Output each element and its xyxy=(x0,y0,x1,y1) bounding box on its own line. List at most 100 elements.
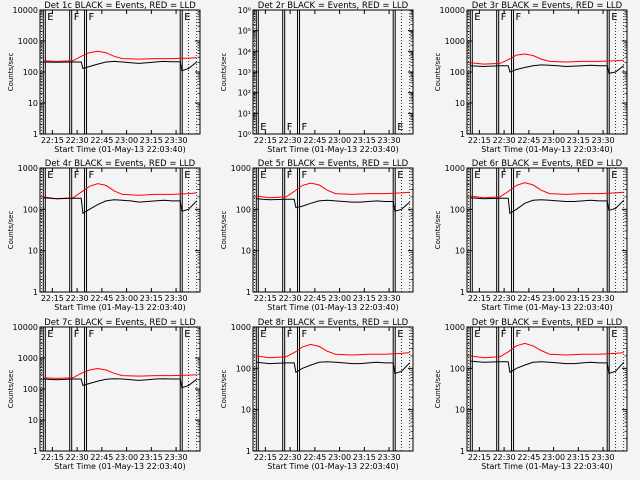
plot-frame xyxy=(252,326,414,452)
y-tick-label: 10⁰ xyxy=(238,130,251,139)
events-series-line xyxy=(256,361,411,375)
lld-series-line xyxy=(470,342,624,359)
x-axis-label: Start Time (01-May-13 22:03:40) xyxy=(481,145,612,154)
plot-frame xyxy=(466,9,628,135)
y-tick-label: 1 xyxy=(33,130,38,139)
y-tick-label: 1000 xyxy=(445,37,465,46)
events-series-line xyxy=(43,378,198,389)
lld-series-line xyxy=(470,182,624,199)
x-tick-label: 22:45 xyxy=(303,453,326,462)
flag-label: F xyxy=(501,12,507,23)
x-tick-label: 23:30 xyxy=(165,453,188,462)
y-axis-label: Counts/sec xyxy=(220,211,228,250)
x-tick-label: 23:30 xyxy=(592,453,615,462)
flag-label: E xyxy=(260,329,266,340)
y-tick-label: 1000 xyxy=(231,323,251,332)
x-tick-label: 23:00 xyxy=(115,136,138,145)
flag-label: F xyxy=(516,329,522,340)
x-tick-label: 22:45 xyxy=(517,453,540,462)
x-tick-label: 22:45 xyxy=(90,294,113,303)
y-axis-label: Counts/sec xyxy=(7,53,15,92)
x-tick-label: 23:30 xyxy=(378,453,401,462)
y-tick-label: 10000 xyxy=(13,6,38,15)
flag-label: E xyxy=(184,12,190,23)
x-tick-label: 23:00 xyxy=(328,453,351,462)
flag-label: E xyxy=(474,12,480,23)
x-tick-label: 22:15 xyxy=(41,294,64,303)
events-series-line xyxy=(256,198,411,212)
y-tick-label: 100 xyxy=(23,385,38,394)
y-tick-label: 10 xyxy=(28,247,38,256)
y-tick-label: 10 xyxy=(241,247,251,256)
x-tick-label: 22:15 xyxy=(468,453,491,462)
y-tick-label: 10 xyxy=(28,416,38,425)
events-series-line xyxy=(470,197,625,215)
x-tick-label: 22:30 xyxy=(493,453,516,462)
y-tick-label: 10⁵ xyxy=(238,27,251,36)
x-tick-label: 23:15 xyxy=(140,453,163,462)
x-tick-label: 22:30 xyxy=(493,294,516,303)
y-tick-label: 10 xyxy=(455,99,465,108)
chart-title: Det 3r BLACK = Events, RED = LLD xyxy=(472,1,623,11)
y-tick-label: 1000 xyxy=(18,37,38,46)
flag-label: E xyxy=(47,170,53,181)
flag-label: E xyxy=(397,329,403,340)
x-tick-label: 22:30 xyxy=(279,136,302,145)
y-axis-label: Counts/sec xyxy=(434,53,442,92)
y-tick-label: 100 xyxy=(450,364,465,373)
x-tick-label: 22:15 xyxy=(41,453,64,462)
y-axis-label: Counts/sec xyxy=(220,53,228,92)
flag-label: E xyxy=(184,170,190,181)
flag-label: E xyxy=(397,122,403,133)
flag-label: E xyxy=(47,12,53,23)
chart-title: Det 7c BLACK = Events, RED = LLD xyxy=(44,318,196,328)
x-tick-label: 22:30 xyxy=(66,136,89,145)
x-tick-label: 22:30 xyxy=(279,294,302,303)
lld-series-line xyxy=(43,367,197,379)
x-axis-label: Start Time (01-May-13 22:03:40) xyxy=(267,145,398,154)
x-tick-label: 23:15 xyxy=(567,453,590,462)
y-tick-label: 1 xyxy=(460,288,465,297)
x-axis-label: Start Time (01-May-13 22:03:40) xyxy=(54,145,185,154)
flag-label: F xyxy=(516,170,522,181)
flag-label: E xyxy=(260,170,266,181)
chart-title: Det 8r BLACK = Events, RED = LLD xyxy=(258,318,409,328)
x-tick-label: 23:30 xyxy=(165,136,188,145)
y-axis-label: Counts/sec xyxy=(7,370,15,409)
x-tick-label: 23:30 xyxy=(378,136,401,145)
flag-label: E xyxy=(47,329,53,340)
lld-series-line xyxy=(43,50,197,62)
x-tick-label: 22:45 xyxy=(517,294,540,303)
y-tick-label: 100 xyxy=(236,205,251,214)
y-tick-label: 10 xyxy=(28,99,38,108)
y-axis-label: Counts/sec xyxy=(7,211,15,250)
plot-frame xyxy=(252,167,414,293)
y-tick-label: 10000 xyxy=(13,323,38,332)
y-tick-label: 100 xyxy=(23,205,38,214)
plot-frame xyxy=(39,326,201,452)
y-tick-label: 100 xyxy=(23,68,38,77)
x-tick-label: 22:15 xyxy=(254,294,277,303)
y-tick-label: 1 xyxy=(246,288,251,297)
chart-title: Det 5r BLACK = Events, RED = LLD xyxy=(258,159,409,169)
x-tick-label: 23:30 xyxy=(378,294,401,303)
y-tick-label: 1000 xyxy=(231,164,251,173)
y-axis-label: Counts/sec xyxy=(434,211,442,250)
y-tick-label: 10⁶ xyxy=(238,6,251,15)
x-tick-label: 23:00 xyxy=(542,453,565,462)
y-axis-label: Counts/sec xyxy=(220,370,228,409)
x-tick-label: 22:45 xyxy=(90,136,113,145)
y-tick-label: 10⁴ xyxy=(238,47,251,56)
y-tick-label: 1000 xyxy=(18,354,38,363)
x-tick-label: 22:30 xyxy=(493,136,516,145)
x-tick-label: 22:15 xyxy=(41,136,64,145)
x-tick-label: 23:15 xyxy=(353,453,376,462)
flag-label: F xyxy=(287,329,293,340)
lld-series-line xyxy=(256,343,410,359)
